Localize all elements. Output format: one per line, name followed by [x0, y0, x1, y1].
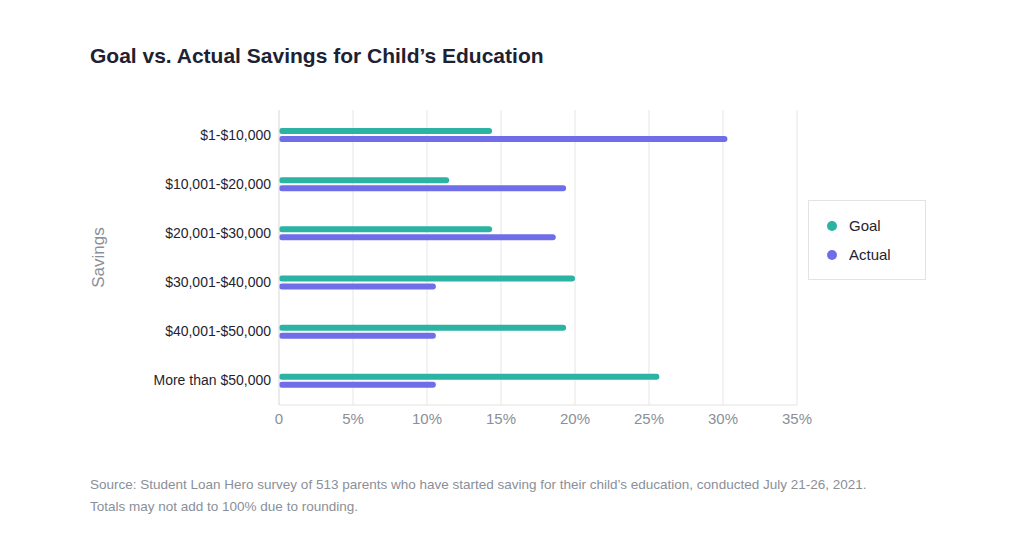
html-text:Source: Student Loan Hero surv: Source: Student Loan Hero survey of 513 … [90, 477, 867, 492]
svg-text:$1-$10,000: $1-$10,000 [200, 127, 271, 143]
svg-text:30%: 30% [708, 410, 738, 427]
svg-text:$10,001-$20,000: $10,001-$20,000 [165, 176, 271, 192]
svg-text:25%: 25% [634, 410, 664, 427]
svg-text:5%: 5% [342, 410, 364, 427]
svg-text:15%: 15% [486, 410, 516, 427]
svg-text:Savings: Savings [89, 227, 108, 287]
svg-text:$20,001-$30,000: $20,001-$30,000 [165, 225, 271, 241]
svg-text:More than $50,000: More than $50,000 [153, 372, 271, 388]
svg-text:$40,001-$50,000: $40,001-$50,000 [165, 323, 271, 339]
html-text:Goal: Goal [849, 217, 881, 234]
svg-text:35%: 35% [782, 410, 812, 427]
svg-text:20%: 20% [560, 410, 590, 427]
html-text:Goal vs. Actual Savings for Ch: Goal vs. Actual Savings for Child’s Educ… [90, 44, 544, 67]
svg-text:0: 0 [275, 410, 283, 427]
html-text:Totals may not add to 100% due: Totals may not add to 100% due to roundi… [90, 499, 358, 514]
svg-text:$30,001-$40,000: $30,001-$40,000 [165, 274, 271, 290]
html-text:Actual: Actual [849, 246, 891, 263]
svg-text:10%: 10% [412, 410, 442, 427]
